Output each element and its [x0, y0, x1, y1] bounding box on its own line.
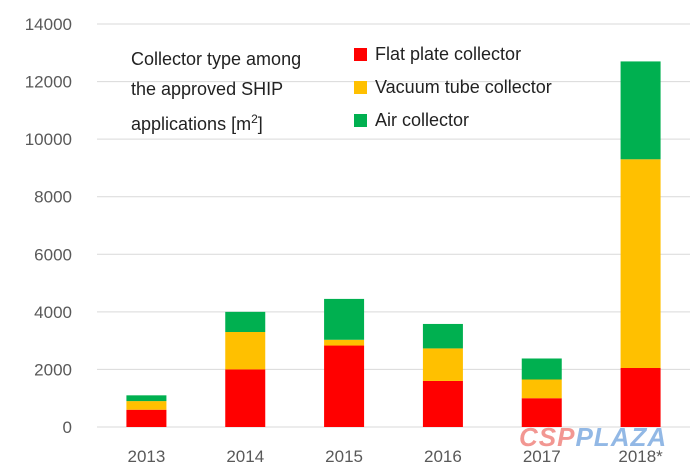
x-tick-label: 2014	[226, 447, 264, 466]
chart-title: Collector type among the approved SHIP a…	[131, 44, 361, 139]
y-tick-label: 8000	[34, 188, 72, 207]
legend-label-vacuum-tube: Vacuum tube collector	[375, 77, 552, 97]
bar-segment-2017-1	[521, 379, 562, 399]
title-line-3-text: applications [m	[131, 114, 252, 134]
legend-swatch-vacuum-tube	[354, 81, 367, 94]
legend-label-air: Air collector	[375, 110, 470, 130]
bar-segment-2014-2	[225, 311, 266, 333]
bar-segment-2016-2	[422, 323, 463, 349]
y-tick-label: 4000	[34, 303, 72, 322]
legend: Flat plate collector Vacuum tube collect…	[354, 38, 552, 137]
y-tick-label: 2000	[34, 360, 72, 379]
bar-segment-2015-0	[324, 345, 365, 427]
y-tick-label: 6000	[34, 245, 72, 264]
bar-segment-2016-0	[422, 380, 463, 427]
x-tick-label: 2018*	[618, 447, 663, 466]
legend-item-air: Air collector	[354, 104, 552, 137]
bar-segment-2013-2	[126, 395, 167, 402]
bar-segment-2018-2	[620, 61, 661, 160]
y-tick-label: 0	[63, 418, 72, 437]
legend-item-flat-plate: Flat plate collector	[354, 38, 552, 71]
x-tick-label: 2016	[424, 447, 462, 466]
title-superscript: 2	[251, 112, 258, 126]
x-tick-label: 2013	[128, 447, 166, 466]
bar-segment-2016-1	[422, 348, 463, 381]
bar-segment-2014-0	[225, 369, 266, 427]
watermark-part-2: PLAZA	[575, 422, 668, 452]
bar-segment-2014-1	[225, 332, 266, 370]
title-line-3: applications [m2]	[131, 104, 361, 139]
bar-segment-2018-0	[620, 367, 661, 427]
legend-swatch-flat-plate	[354, 48, 367, 61]
title-line-1: Collector type among	[131, 49, 302, 69]
watermark-part-1: CSP	[519, 422, 576, 452]
legend-item-vacuum-tube: Vacuum tube collector	[354, 71, 552, 104]
legend-label-flat-plate: Flat plate collector	[375, 44, 522, 64]
title-line-2: the approved SHIP	[131, 79, 284, 99]
y-tick-label: 12000	[25, 73, 72, 92]
bar-segment-2013-0	[126, 409, 167, 427]
x-tick-label: 2015	[325, 447, 363, 466]
y-tick-label: 14000	[25, 15, 72, 34]
x-tick-label: 2017	[523, 447, 561, 466]
bar-segment-2013-1	[126, 401, 167, 410]
bar-segment-2017-2	[521, 358, 562, 380]
legend-swatch-air	[354, 114, 367, 127]
y-tick-label: 10000	[25, 130, 72, 149]
bar-segment-2017-0	[521, 398, 562, 427]
bar-segment-2018-1	[620, 159, 661, 368]
bar-segment-2015-2	[324, 298, 365, 340]
watermark-logo: CSPPLAZA	[519, 422, 667, 453]
bar-segment-2015-1	[324, 339, 365, 346]
title-suffix: ]	[257, 114, 263, 134]
